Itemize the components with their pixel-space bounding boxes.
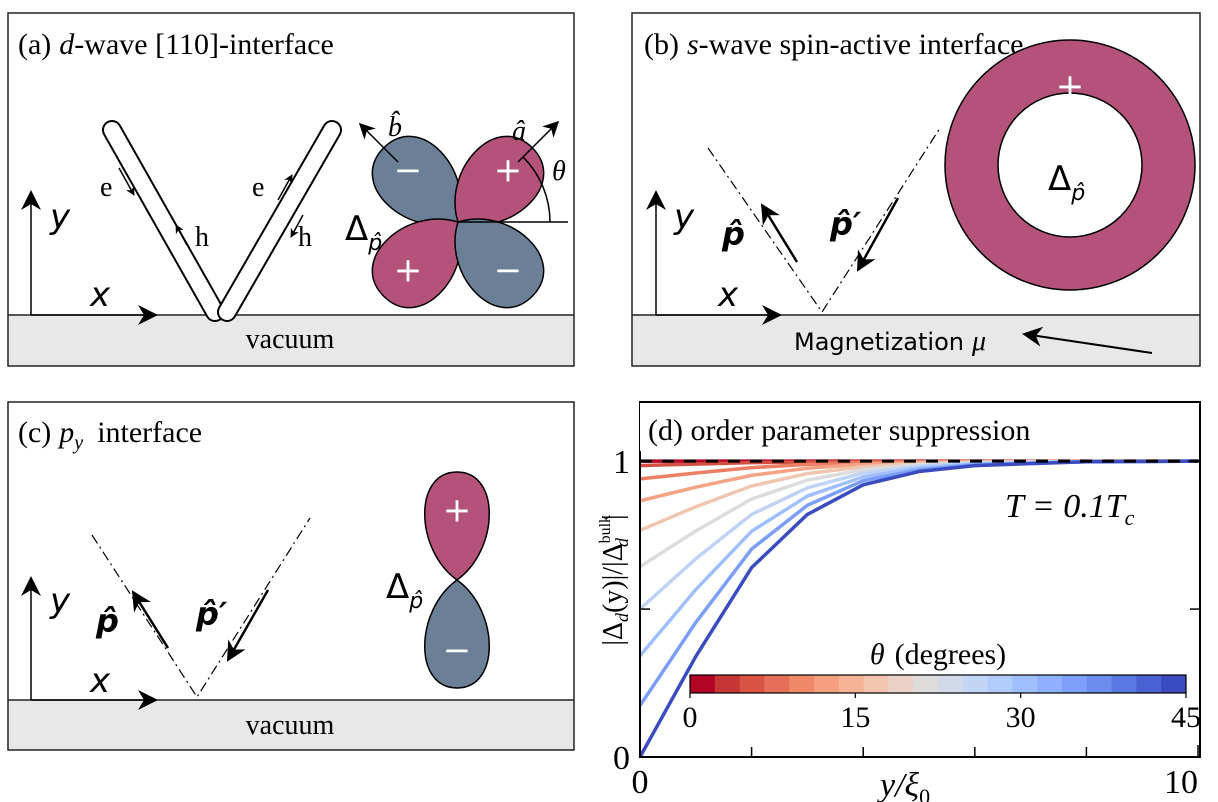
trajectory (112, 130, 215, 312)
panel-title: (b)s-wave spin-active interface (644, 28, 1024, 61)
y-tick-label: 1 (613, 444, 630, 481)
colorbar-tick-label: 0 (683, 701, 698, 734)
gap-label: Δp̂ (386, 567, 423, 614)
colorbar-tick-label: 45 (1171, 701, 1201, 734)
momentum-label: p̂ (721, 215, 745, 253)
substrate-label: vacuum (246, 710, 335, 741)
colorbar-segment (839, 675, 864, 693)
momentum-label: p̂ (95, 602, 119, 640)
gap-label: Δp̂ (345, 209, 382, 256)
x-axis-label: y/ξ0 (877, 767, 930, 802)
lobe-sign: − (394, 151, 423, 191)
y-tick-label: 0 (613, 740, 630, 777)
y-axis-label: |Δd(y)|/|Δbulkd| (597, 514, 632, 645)
colorbar-segment (1012, 675, 1037, 693)
colorbar-tick-label: 15 (840, 701, 870, 734)
panel-a: (a)d-wave [110]-interface vacuum y x e h… (8, 13, 574, 366)
colorbar-segment (1037, 675, 1062, 693)
colorbar-segment (764, 675, 789, 693)
substrate-label: vacuum (246, 324, 335, 355)
colorbar-segment (715, 675, 740, 693)
colorbar-segment (938, 675, 963, 693)
colorbar-segment (864, 675, 889, 693)
figure: (a)d-wave [110]-interface vacuum y x e h… (0, 0, 1218, 802)
y-axis-label: y (49, 581, 71, 621)
angle-label: θ (552, 156, 566, 187)
lobe-sign: − (494, 251, 523, 291)
colorbar-segment (789, 675, 814, 693)
colorbar-segment (740, 675, 765, 693)
momentum-arrow (858, 198, 898, 270)
colorbar-segment (814, 675, 839, 693)
hole-label: h (195, 222, 209, 253)
lobe-sign: − (443, 631, 472, 671)
colorbar-segment (1161, 675, 1186, 693)
y-axis-label: y (49, 197, 71, 237)
trajectory (227, 130, 332, 312)
electron-label: e (100, 172, 112, 203)
colorbar-segment (1136, 675, 1161, 693)
x-tick-label: 10 (1164, 764, 1198, 801)
plot-area (640, 402, 1200, 757)
electron-label: e (252, 172, 264, 203)
colorbar-segment (1112, 675, 1137, 693)
colorbar-segment (963, 675, 988, 693)
hole-label: h (298, 222, 312, 253)
colorbar-segment (690, 675, 715, 693)
ring-sign: + (1056, 67, 1085, 107)
x-axis-label: x (89, 275, 111, 315)
colorbar-segment (1062, 675, 1087, 693)
y-axis-label: y (673, 197, 695, 237)
colorbar-segment (888, 675, 913, 693)
colorbar-segment (988, 675, 1013, 693)
momentum-label: p̂′ (829, 205, 862, 243)
b-axis-label: b̂ (388, 111, 402, 143)
a-axis-label: â (512, 116, 526, 147)
gap-label: Δp̂ (1048, 159, 1085, 206)
x-axis-label: x (717, 275, 739, 315)
momentum-arrow (133, 592, 168, 648)
panel-b: (b)s-wave spin-active interface Magnetiz… (632, 13, 1200, 366)
momentum-arrow (228, 590, 268, 660)
chart-title: (d) order parameter suppression (648, 414, 1030, 447)
x-axis-label: x (89, 661, 111, 701)
panel-title: (a)d-wave [110]-interface (18, 28, 334, 61)
x-tick-label: 0 (632, 764, 649, 801)
lobe-sign: + (443, 491, 472, 531)
colorbar-segment (1087, 675, 1112, 693)
lobe-sign: + (494, 151, 523, 191)
lobe-sign: + (394, 251, 423, 291)
colorbar-tick-label: 30 (1006, 701, 1036, 734)
annotation: T = 0.1Tc (1005, 488, 1135, 530)
colorbar-segment (913, 675, 938, 693)
momentum-label: p̂′ (195, 595, 228, 633)
